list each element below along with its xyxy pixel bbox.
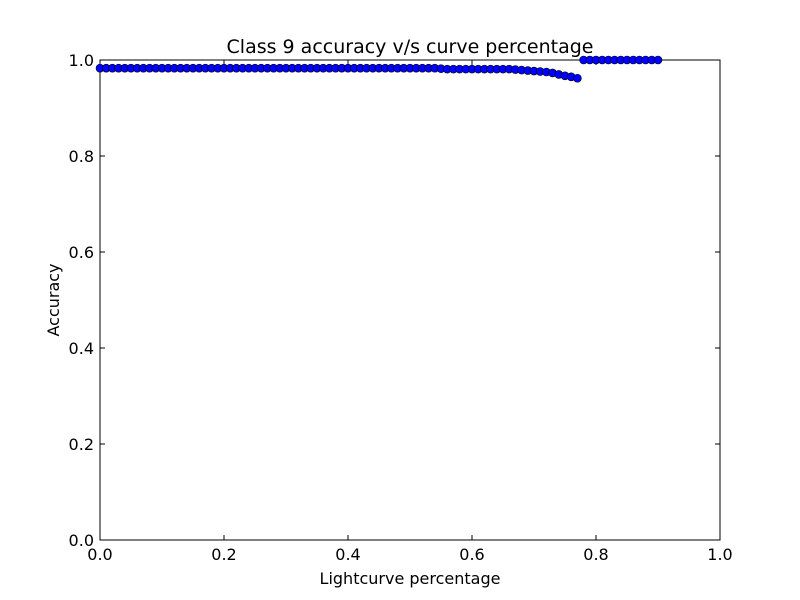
data-points [95,55,663,83]
x-tick-label: 0.2 [211,545,236,564]
data-point [653,55,663,65]
x-tick-label: 0.6 [459,545,484,564]
plot-area: 0.0 0.2 0.4 0.6 0.8 1.0 0.0 0.2 0.4 0.6 0.8 1.0 [69,51,733,564]
y-tick-label: 0.0 [69,531,94,550]
data-point [573,73,582,83]
y-axis-ticks: 0.0 0.2 0.4 0.6 0.8 1.0 [69,51,720,550]
y-tick-label: 0.4 [69,339,94,358]
x-axis-label: Lightcurve percentage [320,569,501,588]
x-axis-ticks: 0.0 0.2 0.4 0.6 0.8 1.0 [87,60,733,564]
y-tick-label: 0.6 [69,243,94,262]
plot-frame [99,59,721,541]
x-tick-label: 0.4 [335,545,360,564]
x-tick-label: 0.8 [583,545,608,564]
chart-title: Class 9 accuracy v/s curve percentage [227,36,594,58]
x-tick-label: 1.0 [707,545,732,564]
y-tick-label: 1.0 [69,51,94,70]
x-tick-label: 0.0 [87,545,112,564]
y-axis-label: Accuracy [44,263,63,336]
y-tick-label: 0.2 [69,435,94,454]
y-tick-label: 0.8 [69,147,94,166]
